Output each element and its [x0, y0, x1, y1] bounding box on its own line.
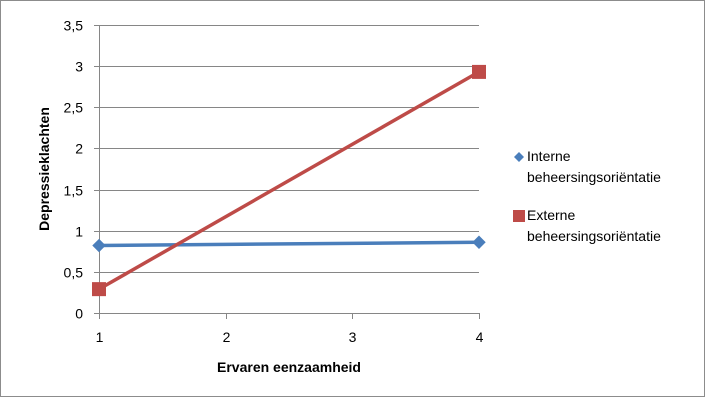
series-line	[98, 70, 480, 291]
grid-lines	[99, 25, 479, 273]
legend-label: beheersingsoriëntatie	[527, 169, 661, 185]
data-point-square	[472, 64, 486, 79]
legend-label: Externe	[527, 207, 575, 223]
legend: Interne beheersingsoriëntatie Externe behee…	[513, 148, 661, 244]
legend-entry: Externe beheersingsoriëntatie	[513, 207, 661, 244]
series-line	[98, 240, 480, 248]
y-tick-label: 0,5	[64, 265, 84, 281]
legend-label: beheersingsoriëntatie	[527, 228, 661, 244]
data-point-square	[92, 282, 106, 297]
legend-label: Interne	[527, 148, 571, 164]
legend-entry: Interne beheersingsoriëntatie	[514, 148, 661, 185]
y-tick-label: 2	[75, 141, 83, 157]
x-tick-label: 4	[476, 329, 484, 345]
x-tick-label: 1	[96, 329, 104, 345]
x-axis-title: Ervaren eenzaamheid	[217, 359, 361, 375]
x-tick-label: 3	[349, 329, 357, 345]
y-axis-title: Depressieklachten	[36, 107, 52, 231]
y-tick-label: 1	[75, 224, 83, 240]
y-tick-label: 1,5	[64, 183, 84, 199]
legend-square-marker	[513, 210, 525, 222]
legend-diamond-marker	[514, 152, 524, 162]
y-tick-label: 3	[75, 59, 83, 75]
y-tick-label: 3,5	[64, 18, 84, 34]
data-series	[92, 64, 486, 297]
y-tick-label: 0	[75, 306, 83, 322]
tick-labels: 0 0,5 1 1,5 2 2,5 3 3,5 1 2 3 4	[64, 18, 484, 346]
data-point-diamond	[472, 235, 486, 249]
data-point-diamond	[92, 238, 106, 253]
x-tick-label: 2	[223, 329, 231, 345]
y-tick-label: 2,5	[64, 100, 84, 116]
axes	[94, 25, 480, 319]
